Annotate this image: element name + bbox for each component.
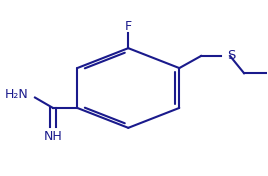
Text: H₂N: H₂N: [5, 88, 29, 101]
Text: S: S: [227, 49, 235, 62]
Text: F: F: [125, 20, 132, 33]
Text: NH: NH: [43, 130, 62, 143]
